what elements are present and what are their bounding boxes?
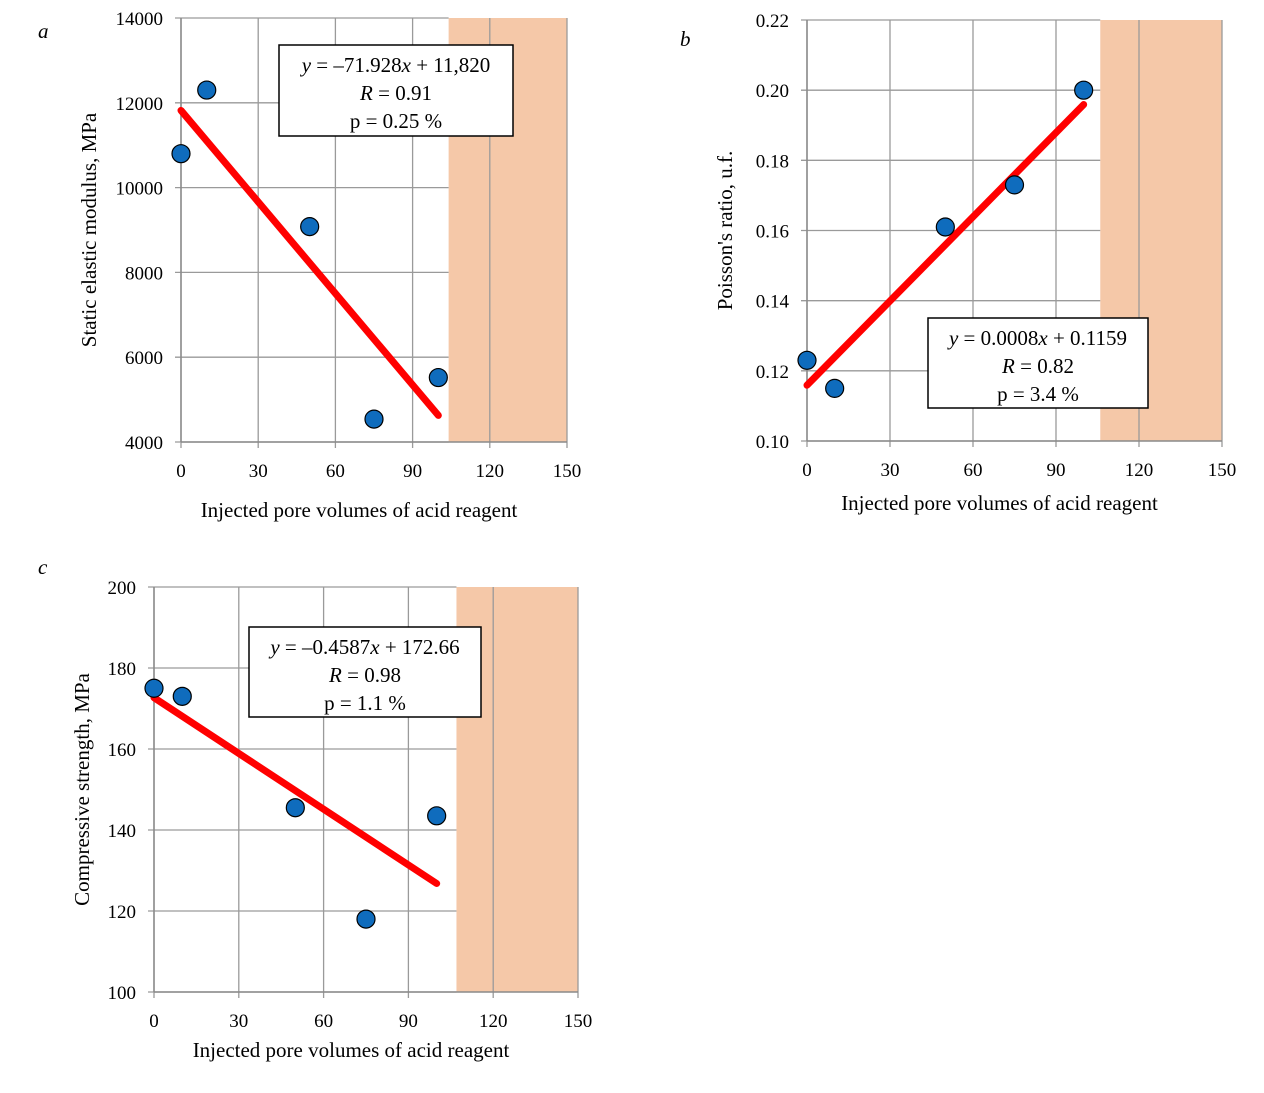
y-tick-label: 6000 [125, 348, 163, 369]
data-point [356, 909, 376, 929]
trendline [150, 694, 441, 888]
y-axis-title: Compressive strength, MPa [70, 672, 94, 905]
x-tick-label: 90 [399, 1011, 418, 1032]
x-tick-label: 90 [403, 461, 422, 482]
annotation-line: R = 0.82 [1001, 354, 1074, 378]
data-point [1074, 80, 1094, 100]
y-tick-label: 12000 [116, 94, 164, 115]
x-tick-label: 0 [176, 461, 186, 482]
x-tick-label: 30 [229, 1011, 248, 1032]
chart-panel-c: 0 30 60 90 120 150 100 120 140 160 180 200 Injected … [38, 555, 592, 1062]
x-tick-label: 120 [479, 1011, 508, 1032]
x-tick-label: 30 [249, 461, 268, 482]
annotation-line: y = –71.928x + 11,820 [300, 53, 491, 77]
data-point [172, 686, 192, 706]
data-point [144, 678, 164, 698]
trendline [803, 101, 1088, 389]
data-point [428, 367, 448, 388]
x-tick-label: 0 [149, 1011, 159, 1032]
annotation-box [248, 626, 482, 718]
x-tick-label: 150 [1208, 460, 1237, 481]
y-tick-label: 0.20 [756, 81, 789, 102]
y-tick-label: 200 [108, 578, 137, 599]
y-tick-label: 14000 [116, 9, 164, 30]
data-point [935, 217, 955, 237]
annotation-line: y = –0.4587x + 172.66 [268, 635, 459, 659]
y-tick-label: 0.22 [756, 11, 789, 32]
chart-panel-b: 0 30 60 90 120 150 0.10 0.12 0.14 0.16 0.18 0.20 0.2… [680, 11, 1236, 515]
chart-panel-a: 0 30 60 90 120 150 4000 6000 8000 10000 12000 14000… [38, 9, 581, 522]
y-tick-label: 4000 [125, 433, 163, 454]
annotation-line: p = 3.4 % [997, 382, 1079, 406]
annotation-line: p = 0.25 % [350, 109, 442, 133]
panel-label: a [38, 19, 49, 43]
x-axis-title: Injected pore volumes of acid reagent [201, 498, 518, 522]
trendline [177, 106, 442, 419]
equation-annotation: y = –0.4587x + 172.66 R = 0.98 p = 1.1 % [248, 626, 482, 718]
annotation-line: R = 0.91 [359, 81, 432, 105]
x-tick-label: 60 [964, 460, 983, 481]
equation-annotation: y = 0.0008x + 0.1159 R = 0.82 p = 3.4 % [927, 317, 1149, 409]
y-tick-label: 0.12 [756, 362, 789, 383]
equation-annotation: y = –71.928x + 11,820 R = 0.91 p = 0.25 % [278, 44, 514, 137]
data-point [427, 806, 447, 826]
x-axis-title: Injected pore volumes of acid reagent [193, 1038, 510, 1062]
annotation-line: R = 0.98 [328, 663, 401, 687]
x-tick-label: 60 [326, 461, 345, 482]
annotation-line: p = 1.1 % [324, 691, 406, 715]
x-tick-label: 90 [1047, 460, 1066, 481]
y-tick-label: 180 [108, 659, 137, 680]
annotation-box [927, 317, 1149, 409]
y-tick-label: 8000 [125, 263, 163, 284]
data-point [364, 409, 384, 429]
annotation-box [278, 44, 514, 137]
y-tick-label: 120 [108, 902, 137, 923]
y-tick-label: 160 [108, 740, 137, 761]
panel-label: c [38, 555, 48, 579]
x-tick-label: 60 [314, 1011, 333, 1032]
data-point [197, 80, 217, 100]
y-axis-title: Static elastic modulus, MPa [77, 112, 101, 347]
y-tick-label: 0.16 [756, 222, 789, 243]
x-axis-title: Injected pore volumes of acid reagent [841, 491, 1158, 515]
y-tick-label: 0.10 [756, 432, 789, 453]
panel-label: b [680, 27, 691, 51]
annotation-line: y = 0.0008x + 0.1159 [947, 326, 1127, 350]
data-point [1004, 175, 1025, 195]
y-axis-title: Poisson's ratio, u.f. [713, 151, 737, 311]
data-point [285, 798, 305, 818]
data-point [171, 144, 191, 164]
y-tick-label: 0.14 [756, 292, 790, 313]
x-tick-label: 150 [553, 461, 582, 482]
x-tick-label: 0 [802, 460, 812, 481]
y-tick-label: 10000 [116, 179, 164, 200]
y-tick-label: 100 [108, 983, 137, 1004]
y-tick-label: 140 [108, 821, 137, 842]
x-tick-label: 120 [1125, 460, 1154, 481]
x-tick-label: 120 [476, 461, 505, 482]
data-point [797, 350, 817, 370]
x-tick-label: 150 [564, 1011, 593, 1032]
y-tick-label: 0.18 [756, 151, 789, 172]
data-point [825, 378, 845, 398]
data-point [300, 217, 320, 237]
x-tick-label: 30 [881, 460, 900, 481]
